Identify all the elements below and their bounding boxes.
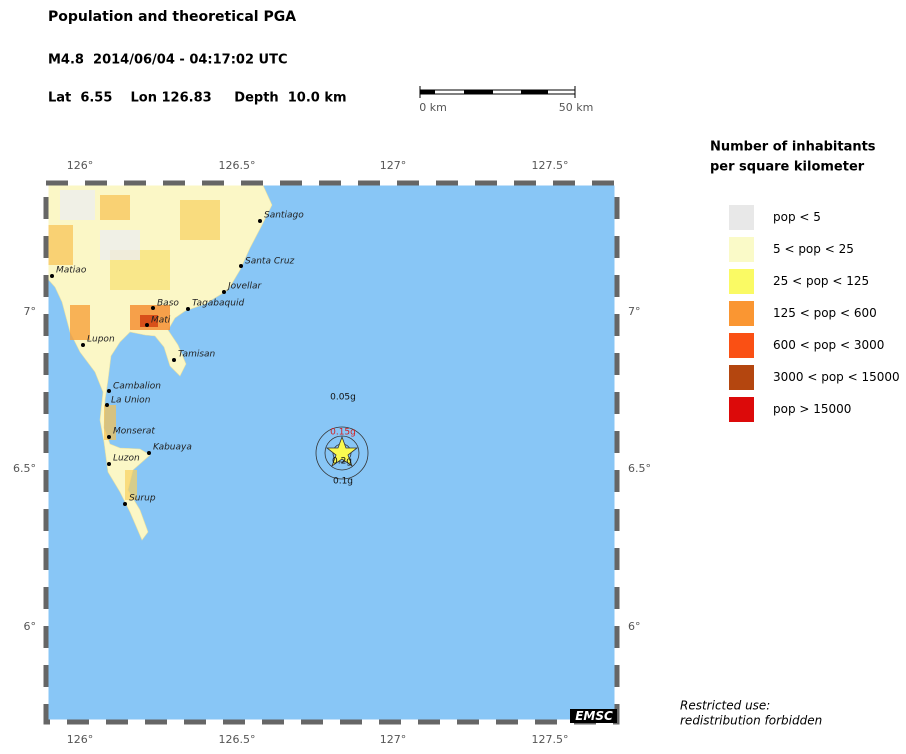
title: Population and theoretical PGA [48, 9, 296, 25]
lon-label: 126.5° [219, 733, 256, 746]
notice: redistribution forbidden [680, 714, 822, 728]
notice: Restricted use: [680, 699, 770, 713]
lat-label: 7° [24, 305, 37, 318]
legend-swatch [729, 365, 754, 390]
scale-label: 0 km [419, 101, 447, 114]
town-label: Matiao [56, 266, 87, 276]
lon-label: 127° [380, 159, 407, 172]
legend-title: Number of inhabitants [710, 140, 876, 155]
population-patches [48, 190, 220, 500]
legend-swatch [729, 205, 754, 230]
legend-swatch [729, 397, 754, 422]
legend-swatch [729, 237, 754, 262]
lon-label: 127.5° [532, 733, 569, 746]
legend: Number of inhabitants per square kilomet… [710, 140, 900, 422]
lat-labels: 7° 6.5° 6° 7° 6.5° 6° [13, 305, 651, 633]
lat-label: 7° [628, 305, 641, 318]
lon-label: 126° [67, 159, 94, 172]
town-label: Cambalion [113, 382, 161, 392]
town-label: Kabuaya [153, 443, 192, 453]
lon-label: 126.5° [219, 159, 256, 172]
town-label: Lupon [87, 335, 115, 345]
frame-dashes [43, 180, 620, 725]
lon-labels: 126° 126.5° 127° 127.5° 126° 126.5° 127°… [67, 159, 569, 746]
emsc-badge [570, 709, 617, 723]
legend-label: 600 < pop < 3000 [773, 338, 884, 352]
pga-label: 0.2g [332, 457, 352, 467]
town-label: Santiago [264, 211, 304, 221]
event-info: M4.8 2014/06/04 - 04:17:02 UTC [48, 53, 287, 68]
town-label: Jovellar [226, 282, 263, 292]
legend-title: per square kilometer [710, 160, 865, 175]
legend-swatch [729, 301, 754, 326]
legend-label: 25 < pop < 125 [773, 274, 869, 288]
pga-label: 0.15g [330, 428, 356, 438]
lat-label: 6.5° [628, 462, 651, 475]
town-label: Baso [157, 299, 179, 309]
pga-label: 0.05g [330, 393, 356, 403]
legend-swatch [729, 333, 754, 358]
emsc-label: EMSC [575, 709, 613, 723]
town-label: Santa Cruz [245, 257, 295, 267]
town-label: Mati [151, 316, 171, 326]
legend-swatch [729, 269, 754, 294]
town-label: Monserat [113, 427, 155, 437]
town-label: La Union [111, 396, 151, 406]
towns: Santiago Santa Cruz Jovellar Tagabaquid … [50, 211, 304, 506]
legend-label: pop < 5 [773, 210, 821, 224]
town-label: Tamisan [178, 350, 216, 360]
lat-label: 6° [24, 620, 37, 633]
legend-label: pop > 15000 [773, 402, 851, 416]
epicenter-star [325, 435, 359, 468]
legend-label: 5 < pop < 25 [773, 242, 854, 256]
lat-label: 6° [628, 620, 641, 633]
legend-label: 3000 < pop < 15000 [773, 370, 900, 384]
lon-label: 127° [380, 733, 407, 746]
pga-rings: 0.05g 0.15g 0.2g 0.1g [315, 393, 369, 487]
location-info: Lat 6.55 Lon 126.83 Depth 10.0 km [48, 91, 347, 106]
town-label: Surup [129, 494, 156, 504]
lon-label: 127.5° [532, 159, 569, 172]
town-label: Tagabaquid [192, 299, 244, 309]
scale-bar: 0 km 50 km [419, 86, 593, 114]
legend-label: 125 < pop < 600 [773, 306, 877, 320]
pga-label: 0.1g [333, 477, 353, 487]
scale-label: 50 km [559, 101, 594, 114]
town-label: Luzon [113, 454, 140, 464]
lat-label: 6.5° [13, 462, 36, 475]
lon-label: 126° [67, 733, 94, 746]
